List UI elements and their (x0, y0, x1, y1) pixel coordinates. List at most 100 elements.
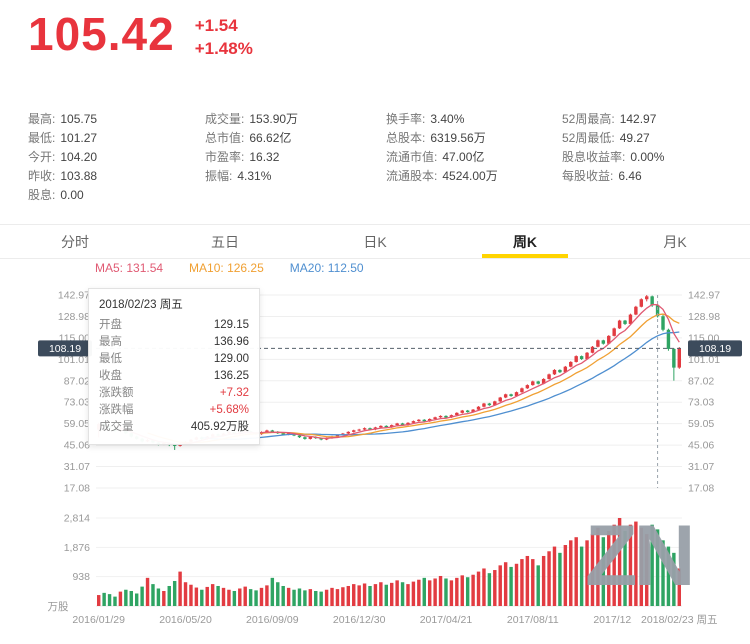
stat-value: 142.97 (619, 112, 657, 126)
svg-text:59.05: 59.05 (64, 418, 90, 430)
stat-value: 0.00 (60, 188, 84, 202)
tooltip-value: +7.32 (219, 387, 249, 399)
tab-label: 五日 (211, 233, 239, 250)
tab-label: 分时 (61, 233, 89, 250)
watermark-logo: ZN (585, 508, 692, 604)
stat-value: 105.75 (60, 112, 98, 126)
tooltip-row: 涨跌幅 +5.68% (99, 402, 249, 419)
svg-text:87.02: 87.02 (688, 375, 714, 387)
stat-item: 总市值: 66.62亿 (205, 129, 386, 148)
stat-value: 4524.00万 (442, 169, 498, 183)
tooltip-label: 最高 (99, 336, 122, 348)
tooltip-row: 涨跌额 +7.32 (99, 385, 249, 402)
tooltip-date: 2018/02/23 周五 (99, 299, 183, 311)
stat-label: 流通市值: (386, 150, 438, 164)
stat-label: 最低: (28, 131, 56, 145)
stat-item: 52周最低: 49.27 (562, 129, 664, 148)
volume-bars-group (97, 518, 681, 606)
x-axis-label: 2016/12/30 (333, 614, 386, 626)
x-axis-label: 2017/08/11 (507, 614, 559, 626)
last-price: 105.42 (28, 8, 175, 60)
active-tab-underline (482, 254, 568, 258)
stat-item: 流通市值: 47.00亿 (386, 148, 562, 167)
volume-unit-label: 万股 (48, 601, 69, 613)
svg-text:938: 938 (72, 571, 90, 583)
stat-item: 52周最高: 142.97 (562, 110, 664, 129)
stats-column: 换手率: 3.40% 总股本: 6319.56万 流通市值: 47.00亿 流通股本: 452… (386, 110, 562, 205)
svg-text:142.97: 142.97 (688, 290, 720, 302)
tab-weekly-k[interactable]: 周K (450, 225, 600, 258)
stat-value: 49.27 (619, 131, 650, 145)
tooltip-label: 成交量 (99, 421, 134, 433)
candle-tooltip: 2018/02/23 周五 开盘 129.15 最高 136.96 最低 129.00 收盘… (88, 288, 260, 445)
stats-column: 52周最高: 142.97 52周最低: 49.27 股息收益率: 0.00% 每股收益: 6… (562, 110, 664, 205)
chart-area: 142.97 142.97 128.98 128.98 115.00 115.00 101.… (0, 283, 750, 639)
price-change-percent: +1.48% (194, 38, 253, 58)
tooltip-row: 开盘 129.15 (99, 317, 249, 334)
stat-item: 换手率: 3.40% (386, 110, 562, 129)
ma-legend-item: MA20: 112.50 (289, 261, 364, 275)
stat-value: 47.00亿 (442, 150, 485, 164)
tooltip-label: 最低 (99, 353, 122, 365)
stat-value: 104.20 (60, 150, 98, 164)
ma-legend: MA5: 131.54 MA10: 126.25 MA20: 112.50 (95, 261, 364, 275)
svg-text:1,876: 1,876 (64, 542, 90, 554)
svg-text:142.97: 142.97 (58, 290, 90, 302)
tooltip-value: 136.25 (213, 370, 249, 382)
x-axis-label: 2017/04/21 (420, 614, 473, 626)
svg-text:59.05: 59.05 (688, 418, 714, 430)
price-change: +1.54 (194, 16, 238, 35)
stat-item: 总股本: 6319.56万 (386, 129, 562, 148)
svg-text:17.08: 17.08 (64, 483, 90, 495)
tooltip-label: 收盘 (99, 370, 122, 382)
tooltip-row: 最低 129.00 (99, 351, 249, 368)
period-tabs: 分时 五日 日K 周K 月K (0, 224, 750, 259)
tab-label: 日K (363, 233, 387, 250)
tooltip-row: 成交量 405.92万股 (99, 419, 249, 436)
ma-legend-item: MA5: 131.54 (95, 261, 164, 275)
stat-label: 总市值: (205, 131, 245, 145)
stat-item: 市盈率: 16.32 (205, 148, 386, 167)
stat-item: 振幅: 4.31% (205, 167, 386, 186)
tooltip-row: 最高 136.96 (99, 334, 249, 351)
stat-label: 最高: (28, 112, 56, 126)
tooltip-label: 涨跌额 (99, 387, 134, 399)
stat-label: 成交量: (205, 112, 245, 126)
svg-text:17.08: 17.08 (688, 483, 714, 495)
tab-minute[interactable]: 分时 (0, 225, 150, 258)
stat-item: 最高: 105.75 (28, 110, 205, 129)
stat-value: 4.31% (237, 169, 272, 183)
stat-label: 股息收益率: (562, 150, 626, 164)
svg-text:31.07: 31.07 (688, 461, 714, 473)
current-price-badge-left (38, 340, 92, 357)
stat-value: 6319.56万 (430, 131, 486, 145)
stat-item: 今开: 104.20 (28, 148, 205, 167)
stat-value: 3.40% (430, 112, 465, 126)
stat-value: 0.00% (630, 150, 665, 164)
svg-text:73.03: 73.03 (688, 397, 714, 409)
stat-item: 每股收益: 6.46 (562, 167, 664, 186)
svg-text:87.02: 87.02 (64, 375, 90, 387)
x-axis-label: 2016/05/20 (159, 614, 212, 626)
stat-label: 总股本: (386, 131, 426, 145)
stats-grid: 最高: 105.75 最低: 101.27 今开: 104.20 昨收: 103.88 股息: 0… (28, 110, 664, 205)
stat-value: 6.46 (618, 169, 642, 183)
tab-daily-k[interactable]: 日K (300, 225, 450, 258)
svg-text:101.01: 101.01 (58, 354, 90, 366)
stat-label: 市盈率: (205, 150, 245, 164)
tab-monthly-k[interactable]: 月K (600, 225, 750, 258)
tab-label: 月K (663, 233, 687, 250)
stat-label: 振幅: (205, 169, 233, 183)
current-price-badge-right (688, 340, 742, 357)
tab-label: 周K (512, 233, 538, 250)
stat-label: 昨收: (28, 169, 56, 183)
ma20-line (201, 331, 680, 440)
price-change-block: +1.54 +1.48% (195, 15, 253, 61)
tooltip-value: 129.15 (213, 319, 249, 331)
tooltip-value: 405.92万股 (190, 421, 249, 433)
stat-value: 101.27 (60, 131, 98, 145)
tooltip-value: 136.96 (213, 336, 249, 348)
tab-five-day[interactable]: 五日 (150, 225, 300, 258)
ma-legend-item: MA10: 126.25 (189, 261, 264, 275)
